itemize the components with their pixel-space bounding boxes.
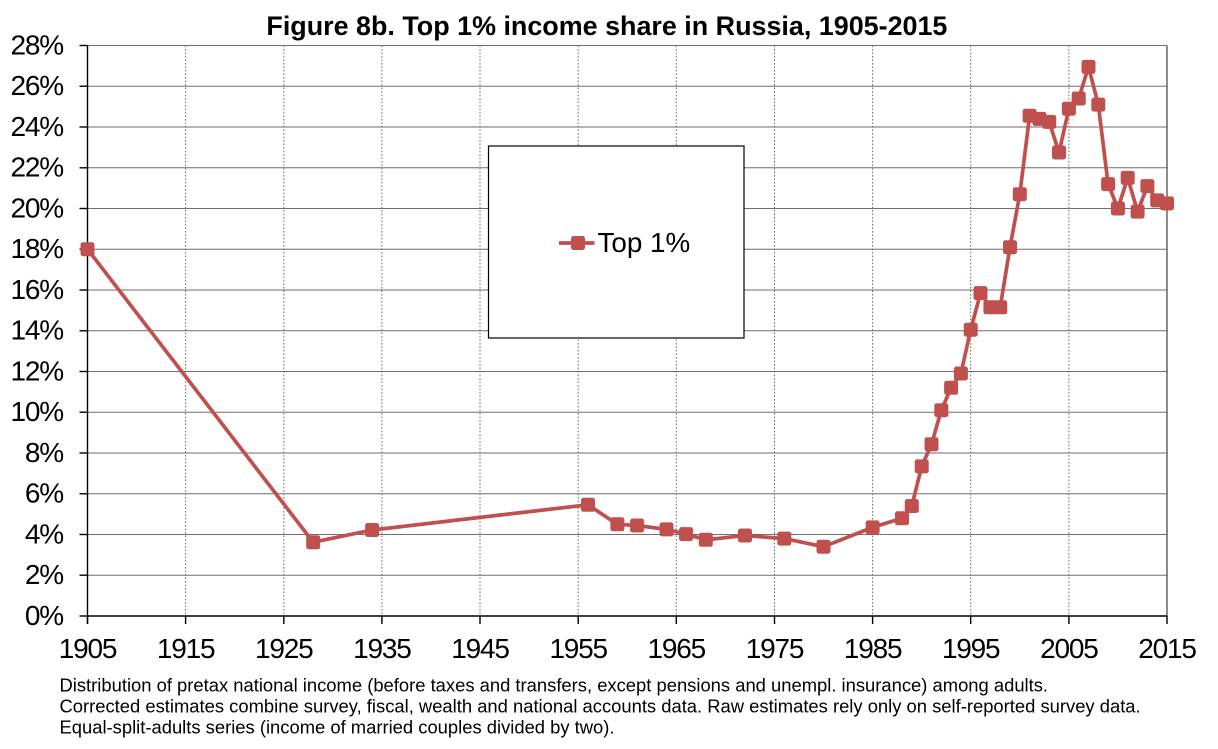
svg-text:28%: 28%: [11, 29, 64, 60]
svg-text:1905: 1905: [59, 633, 117, 664]
svg-text:1925: 1925: [255, 633, 313, 664]
svg-text:Figure 8b. Top 1% income share: Figure 8b. Top 1% income share in Russia…: [266, 11, 947, 41]
svg-text:24%: 24%: [11, 111, 64, 142]
svg-text:Equal-split-adults series (inc: Equal-split-adults series (income of mar…: [60, 717, 615, 738]
svg-text:16%: 16%: [11, 274, 64, 305]
svg-text:4%: 4%: [25, 518, 63, 549]
svg-text:18%: 18%: [11, 233, 64, 264]
svg-text:1915: 1915: [157, 633, 215, 664]
svg-text:Corrected estimates combine su: Corrected estimates combine survey, fisc…: [60, 696, 1141, 717]
svg-text:Distribution of pretax nationa: Distribution of pretax national income (…: [60, 675, 1049, 696]
svg-text:26%: 26%: [11, 70, 64, 101]
svg-text:14%: 14%: [11, 315, 64, 346]
svg-text:2%: 2%: [25, 559, 63, 590]
svg-text:2015: 2015: [1138, 633, 1196, 664]
svg-text:20%: 20%: [11, 192, 64, 223]
svg-text:12%: 12%: [11, 355, 64, 386]
svg-text:6%: 6%: [25, 478, 63, 509]
svg-text:1975: 1975: [746, 633, 804, 664]
svg-text:0%: 0%: [25, 600, 63, 631]
svg-text:Top 1%: Top 1%: [598, 227, 691, 258]
svg-text:1955: 1955: [549, 633, 607, 664]
svg-text:22%: 22%: [11, 152, 64, 183]
svg-text:10%: 10%: [11, 396, 64, 427]
svg-text:1965: 1965: [648, 633, 706, 664]
svg-text:1985: 1985: [844, 633, 902, 664]
svg-text:1945: 1945: [451, 633, 509, 664]
svg-text:2005: 2005: [1040, 633, 1098, 664]
svg-text:1935: 1935: [353, 633, 411, 664]
svg-text:1995: 1995: [942, 633, 1000, 664]
svg-text:8%: 8%: [25, 437, 63, 468]
